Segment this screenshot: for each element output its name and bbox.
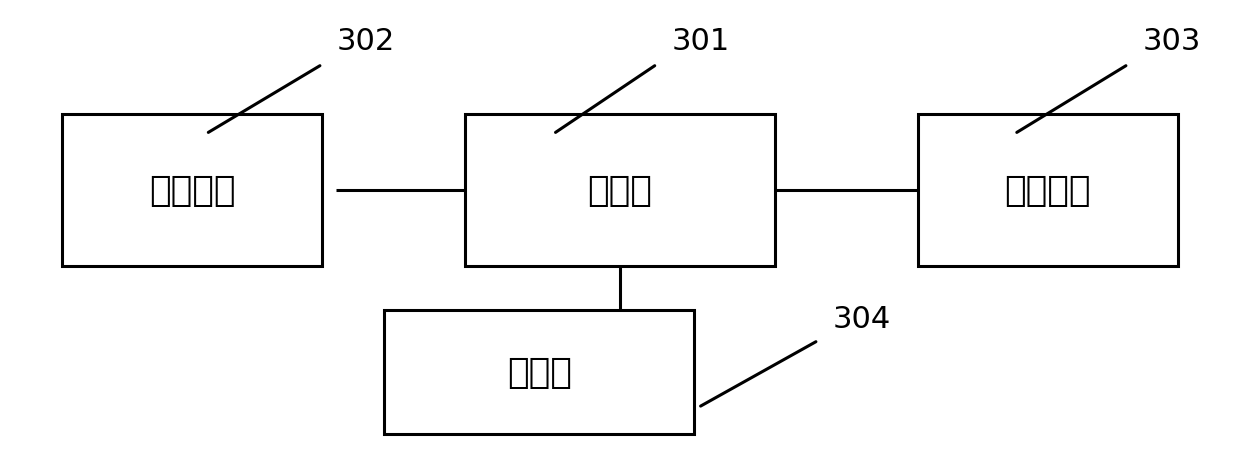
Bar — [918, 115, 1178, 266]
Text: 输入设备: 输入设备 — [149, 174, 236, 207]
Bar — [384, 310, 694, 434]
Text: 303: 303 — [1142, 27, 1202, 56]
Bar — [465, 115, 775, 266]
Bar — [62, 115, 322, 266]
Text: 存储器: 存储器 — [507, 355, 572, 389]
Text: 输出设备: 输出设备 — [1004, 174, 1091, 207]
Text: 302: 302 — [337, 27, 394, 56]
Text: 处理器: 处理器 — [588, 174, 652, 207]
Text: 304: 304 — [833, 304, 890, 334]
Text: 301: 301 — [672, 27, 729, 56]
